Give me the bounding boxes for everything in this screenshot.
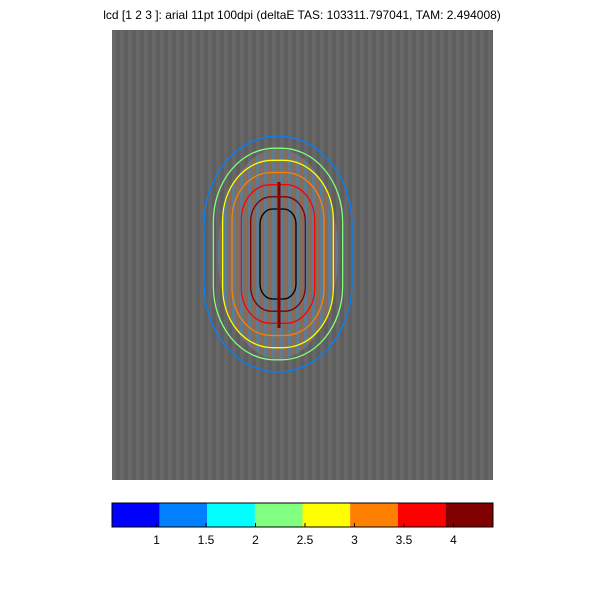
tick-label: 1 — [153, 533, 160, 547]
contour-line — [203, 135, 353, 373]
tick-label: 2 — [252, 533, 259, 547]
tick-label: 3.5 — [396, 533, 413, 547]
colorbar-frame — [111, 502, 494, 528]
colorbar-bin — [397, 503, 446, 527]
colorbar-bin — [207, 503, 255, 527]
contour-line — [231, 171, 325, 337]
tick-label: 3 — [351, 533, 358, 547]
colorbar-bin — [159, 503, 208, 527]
tick-label: 1.5 — [198, 533, 215, 547]
colorbar-bin — [445, 503, 493, 527]
contour-line — [222, 159, 334, 349]
colorbar-bin — [302, 503, 351, 527]
contour-line — [212, 147, 344, 361]
chart-title: lcd [1 2 3 ]: arial 11pt 100dpi (deltaE … — [103, 8, 501, 22]
colorbar-bin — [254, 503, 303, 527]
colorbar-bin — [350, 503, 398, 527]
colorbar-bin — [112, 503, 160, 527]
tick-label: 2.5 — [297, 533, 314, 547]
tick-label: 4 — [450, 533, 457, 547]
